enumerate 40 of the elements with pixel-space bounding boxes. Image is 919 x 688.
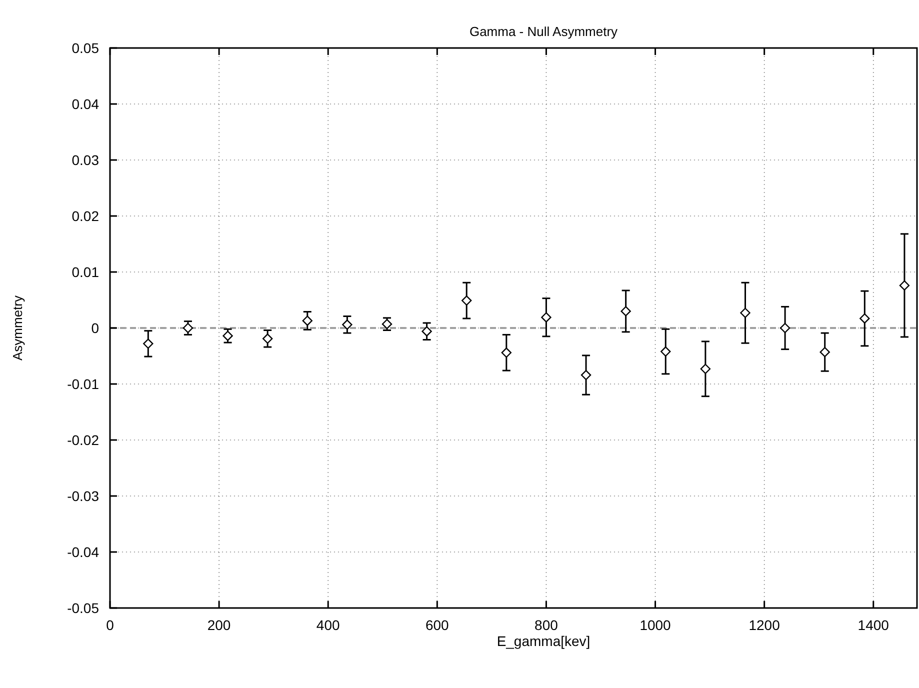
- point: [541, 312, 552, 322]
- y-tick-label: 0: [91, 320, 100, 336]
- point: [143, 338, 154, 349]
- y-tick-label: 0.04: [72, 96, 100, 112]
- point: [262, 334, 273, 344]
- y-tick-label: 0.01: [72, 264, 100, 280]
- point: [302, 316, 312, 326]
- x-tick-label: 1000: [640, 617, 672, 633]
- point: [780, 322, 790, 334]
- point: [899, 280, 910, 291]
- y-tick-label: 0.02: [72, 208, 100, 224]
- y-tick-label: -0.03: [67, 488, 100, 504]
- x-tick-label: 800: [534, 617, 558, 633]
- point: [422, 326, 432, 336]
- x-tick-label: 1200: [748, 617, 780, 633]
- x-tick-label: 600: [425, 617, 450, 633]
- y-tick-label: 0.03: [72, 152, 100, 168]
- point: [740, 308, 750, 318]
- point: [462, 295, 472, 306]
- y-tick-label: -0.04: [67, 544, 100, 560]
- point: [580, 370, 592, 380]
- y-tick-label: -0.02: [67, 432, 100, 448]
- point: [860, 313, 870, 324]
- chart-title: Gamma - Null Asymmetry: [469, 24, 618, 39]
- y-tick-label: 0.05: [72, 40, 100, 56]
- x-tick-label: 200: [207, 617, 231, 633]
- x-tick-label: 0: [106, 617, 114, 633]
- y-axis-title: Asymmetry: [10, 295, 25, 360]
- point: [660, 346, 671, 357]
- y-tick-label: -0.05: [67, 600, 100, 616]
- point: [620, 306, 631, 316]
- y-tick-label: -0.01: [67, 376, 100, 392]
- x-tick-label: 1400: [858, 617, 890, 633]
- x-axis-title: E_gamma[kev]: [496, 633, 590, 649]
- point: [342, 320, 352, 330]
- x-tick-label: 400: [316, 617, 340, 633]
- point: [820, 346, 830, 358]
- point: [700, 364, 711, 374]
- point: [222, 330, 233, 341]
- point: [501, 348, 512, 358]
